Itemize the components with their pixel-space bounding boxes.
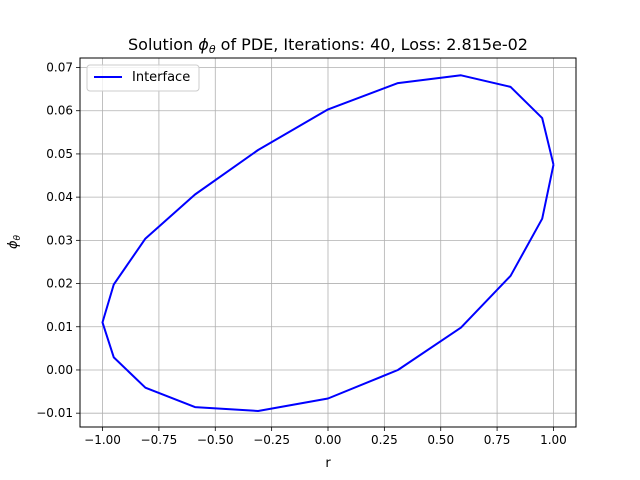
title-prefix: Solution [128,35,198,54]
x-tick-label: −0.75 [141,433,178,447]
plot-area-frame [79,57,577,428]
title-suffix: of PDE, Iterations: 40, Loss: 2.815e-02 [216,35,528,54]
x-tick-label: −0.50 [197,433,234,447]
x-tick-label: 0.50 [427,433,454,447]
y-tick-label: 0.01 [46,320,73,334]
grid [80,58,576,427]
y-tick-label: −0.01 [36,406,73,420]
x-tick-label: −0.25 [253,433,290,447]
title-symbol: ϕ [198,35,209,54]
y-tick-label: 0.03 [46,233,73,247]
y-tick-label: 0.04 [46,190,73,204]
x-axis-label: r [325,456,331,471]
y-tick-label: 0.00 [46,363,73,377]
legend-label-interface: Interface [132,70,190,85]
series-line-interface [101,74,555,412]
x-tick-label: −1.00 [84,433,121,447]
x-tick-label: 0.75 [484,433,511,447]
y-axis-label-subscript: θ [13,234,23,240]
x-tick-label: 0.25 [371,433,398,447]
x-tick-label: 0.00 [315,433,342,447]
y-axis-ticks: −0.01 0.00 0.01 0.02 0.03 0.04 0.05 0.06 0.07 [36,61,80,420]
y-axis-label: ϕθ [6,234,23,249]
legend-box [86,64,200,92]
legend: Interface [86,64,200,92]
x-tick-label: 1.00 [540,433,567,447]
y-axis-label-symbol: ϕ [6,240,21,249]
chart-title: Solution ϕθ of PDE, Iterations: 40, Loss… [128,35,528,56]
y-tick-label: 0.05 [46,147,73,161]
x-axis-ticks: −1.00 −0.75 −0.50 −0.25 0.00 0.25 0.50 0.75 1.00 [84,427,567,447]
y-tick-label: 0.06 [46,104,73,118]
y-tick-label: 0.07 [46,61,73,75]
y-tick-label: 0.02 [46,277,73,291]
title-subscript: θ [209,43,216,56]
